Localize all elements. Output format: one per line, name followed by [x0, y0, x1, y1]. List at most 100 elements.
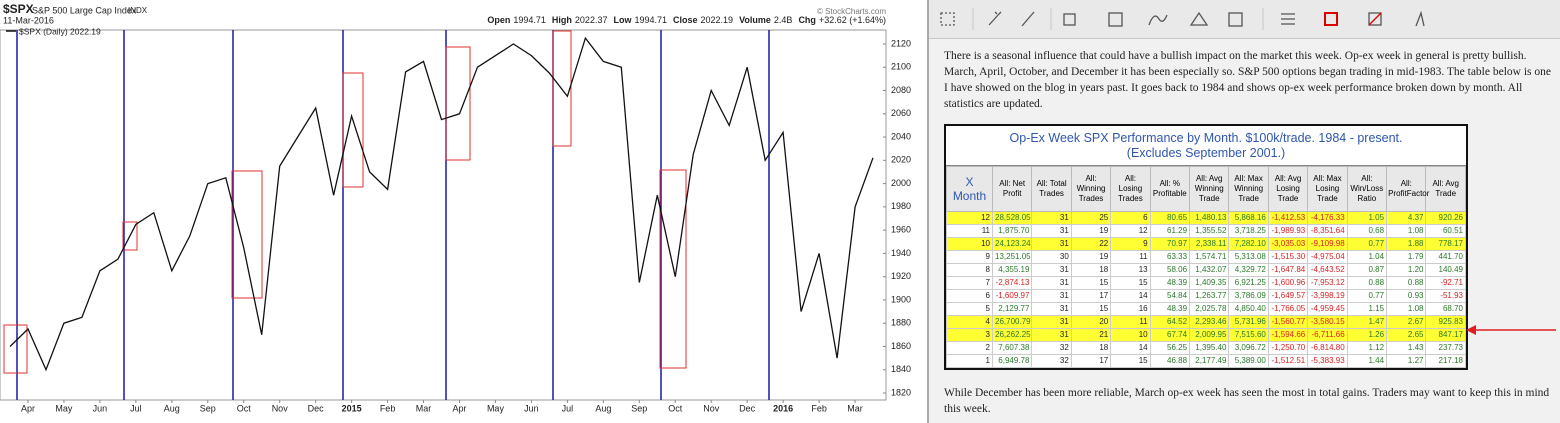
opex-boxes [3, 30, 687, 374]
y-tick-label: 1860 [891, 341, 911, 351]
table-cell: -3,035.03 [1267, 237, 1309, 251]
table-cell: -4,975.04 [1307, 250, 1348, 264]
table-cell: 5,389.00 [1228, 354, 1269, 368]
table-cell: 7,282.10 [1228, 237, 1269, 251]
table-title: Op-Ex Week SPX Performance by Month. $10… [1009, 131, 1403, 145]
table-cell: 3,786.09 [1228, 289, 1269, 303]
table-cell: 12 [946, 211, 993, 225]
quote-label: Open [487, 15, 510, 25]
table-cell: 31 [1031, 302, 1072, 316]
header-row: X Month All: Net Profit All: Total Trades A… [946, 166, 1466, 212]
table-cell: 441.70 [1425, 250, 1466, 264]
quote-label: Close [673, 15, 698, 25]
table-cell: 20 [1070, 315, 1112, 329]
quote-value: 2022.37 [575, 15, 608, 25]
table-cell: 1,875.70 [991, 224, 1033, 238]
x-tick-label: Oct [668, 403, 683, 413]
table-cell: 237.73 [1425, 341, 1466, 355]
border-color[interactable] [1324, 12, 1338, 26]
table-cell: 1,395.40 [1189, 341, 1230, 355]
table-cell: 63.33 [1149, 250, 1191, 264]
table-cell: 48.39 [1149, 276, 1191, 290]
table-cell: 2,293.46 [1189, 315, 1230, 329]
table-cell: 16 [1110, 302, 1151, 316]
table-cell: 4,329.72 [1228, 263, 1269, 277]
table-subtitle: (Excludes September 2001.) [1126, 146, 1286, 160]
table-cell: 19 [1070, 224, 1112, 238]
table-cell: 4.37 [1386, 211, 1427, 225]
y-tick-label: 1980 [891, 201, 911, 211]
table-cell: 0.68 [1346, 224, 1388, 238]
table-cell: 54.84 [1149, 289, 1191, 303]
table-cell: 920.26 [1425, 211, 1466, 225]
table-cell: 14 [1110, 289, 1151, 303]
table-row: 6 -1,609.97 31 17 14 54.84 1,263.77 3,786.09 -1,… [946, 289, 1466, 303]
x-tick-label: May [55, 403, 73, 413]
table-cell: 0.77 [1346, 237, 1388, 251]
x-tick-label: Apr [452, 403, 466, 413]
x-tick-label: Dec [739, 403, 756, 413]
pen-tool[interactable] [1021, 11, 1035, 27]
table-cell: 31 [1031, 276, 1072, 290]
adjust-tool[interactable] [1189, 11, 1209, 26]
table-cell: 0.88 [1346, 276, 1388, 290]
x-tick-label: 2015 [342, 403, 362, 413]
table-cell: 1.15 [1346, 302, 1388, 316]
opex-box [122, 221, 138, 251]
table-cell: 0.88 [1386, 276, 1427, 290]
fill-none [1368, 12, 1382, 26]
opex-box [3, 324, 28, 374]
size-tool[interactable] [1228, 12, 1243, 27]
table-cell: 21 [1070, 328, 1112, 342]
shape-tool[interactable] [1063, 13, 1076, 26]
table-cell: 18 [1070, 341, 1112, 355]
table-cell: 22 [1070, 237, 1112, 251]
table-cell: 15 [1070, 276, 1112, 290]
table-cell: 1.26 [1346, 328, 1388, 342]
lines-tool[interactable] [1281, 13, 1295, 25]
table-cell: 31 [1031, 237, 1072, 251]
table-cell: 925.83 [1425, 315, 1466, 329]
plot-frame [0, 29, 887, 401]
performance-table: Op-Ex Week SPX Performance by Month. $10… [944, 124, 1468, 370]
fill-color[interactable] [1368, 12, 1382, 26]
credit: © StockCharts.com [817, 7, 886, 16]
table-row: 4 26,700.79 31 20 11 64.52 2,293.46 5,731.96 -1,… [946, 315, 1466, 329]
magic-tool[interactable] [988, 11, 1002, 26]
table-cell: 140.49 [1425, 263, 1466, 277]
table-cell: 2.67 [1386, 315, 1427, 329]
table-title-block: Op-Ex Week SPX Performance by Month. $10… [946, 126, 1466, 166]
table-row: 2 7,607.38 32 18 14 56.25 1,395.40 3,096.72 -1,2… [946, 341, 1466, 355]
column-header: All: Max Winning Trade [1228, 166, 1269, 212]
quote-value: +32.62 (+1.64%) [819, 15, 886, 25]
table-cell: 2,177.49 [1189, 354, 1230, 368]
table-cell: 60.51 [1425, 224, 1466, 238]
table-row: 9 13,251.05 30 19 11 63.33 1,574.71 5,313.08 -1,… [946, 250, 1466, 264]
table-body: 12 28,528.05 31 25 6 80.65 1,480.13 5,868.16 -1,… [946, 211, 1466, 368]
column-header: All: % Profitable [1149, 166, 1191, 212]
table-cell: 46.88 [1149, 354, 1191, 368]
sign-tool[interactable] [1148, 14, 1168, 26]
arrow [1466, 325, 1556, 335]
table-cell: 1 [946, 354, 993, 368]
quote-label: Chg [798, 15, 816, 25]
table-cell: 5,313.08 [1228, 250, 1269, 264]
table-cell: 58.06 [1149, 263, 1191, 277]
table-cell: 31 [1031, 224, 1072, 238]
table-cell: 30 [1031, 250, 1072, 264]
select-tool[interactable] [940, 12, 955, 26]
y-tick-label: 1880 [891, 318, 911, 328]
table-cell: 19 [1070, 250, 1112, 264]
x-tick-label: Sep [200, 403, 216, 413]
table-cell: 1.88 [1386, 237, 1427, 251]
text-tool[interactable] [1108, 12, 1123, 27]
table-cell: 67.74 [1149, 328, 1191, 342]
y-tick-label: 1920 [891, 271, 911, 281]
table-cell: 1,355.52 [1189, 224, 1230, 238]
table-cell: 25 [1070, 211, 1112, 225]
font-tool[interactable] [1415, 10, 1425, 27]
table-row: 7 -2,874.13 31 15 15 48.39 1,409.35 6,921.25 -1,… [946, 276, 1466, 290]
table-cell: 31 [1031, 211, 1072, 225]
x-tick-label: Jun [93, 403, 108, 413]
